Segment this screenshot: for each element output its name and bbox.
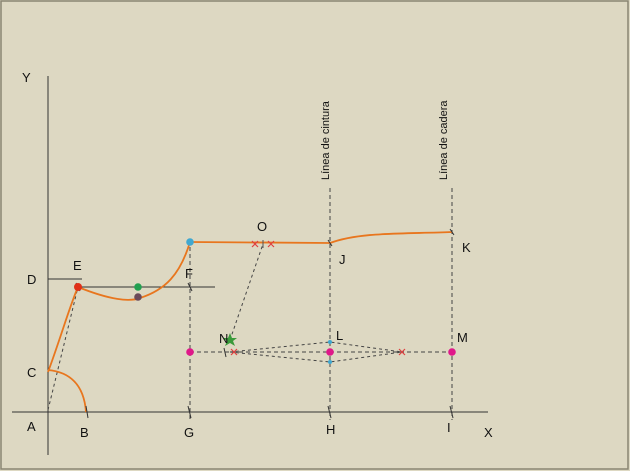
point-top-marker <box>186 238 194 246</box>
label-G: G <box>184 425 194 440</box>
label-H: H <box>326 422 335 437</box>
label-B: B <box>80 425 89 440</box>
label-E: E <box>73 258 82 273</box>
waist-line-label: Línea de cintura <box>320 100 332 180</box>
point-G-pink-marker <box>186 348 194 356</box>
label-C: C <box>27 365 36 380</box>
curve-C-B <box>47 369 87 413</box>
label-N: N <box>219 331 228 346</box>
label-J: J <box>339 252 346 267</box>
label-M: M <box>457 330 468 345</box>
point-green-marker <box>134 283 142 291</box>
dashed-N-O <box>229 243 264 341</box>
cross-marks <box>230 240 406 356</box>
point-L-blue-lower <box>328 360 332 364</box>
point-L-pink-marker <box>326 348 334 356</box>
label-L: L <box>336 328 343 343</box>
label-A: A <box>27 419 36 434</box>
y-axis-label: Y <box>22 70 31 85</box>
point-E-marker <box>74 283 82 291</box>
x-axis-label: X <box>484 425 493 440</box>
point-L-blue-upper <box>328 340 332 344</box>
hip-line-label: Línea de cadera <box>438 100 450 180</box>
curve-top-J <box>189 241 331 244</box>
label-D: D <box>27 272 36 287</box>
label-F: F <box>185 266 193 281</box>
label-I: I <box>447 420 451 435</box>
curve-J-K <box>329 231 453 244</box>
point-brown-marker <box>134 293 142 301</box>
label-O: O <box>257 219 267 234</box>
point-M-marker <box>448 348 456 356</box>
label-K: K <box>462 240 471 255</box>
curve-C-E <box>47 286 79 373</box>
star-marker <box>223 333 237 346</box>
